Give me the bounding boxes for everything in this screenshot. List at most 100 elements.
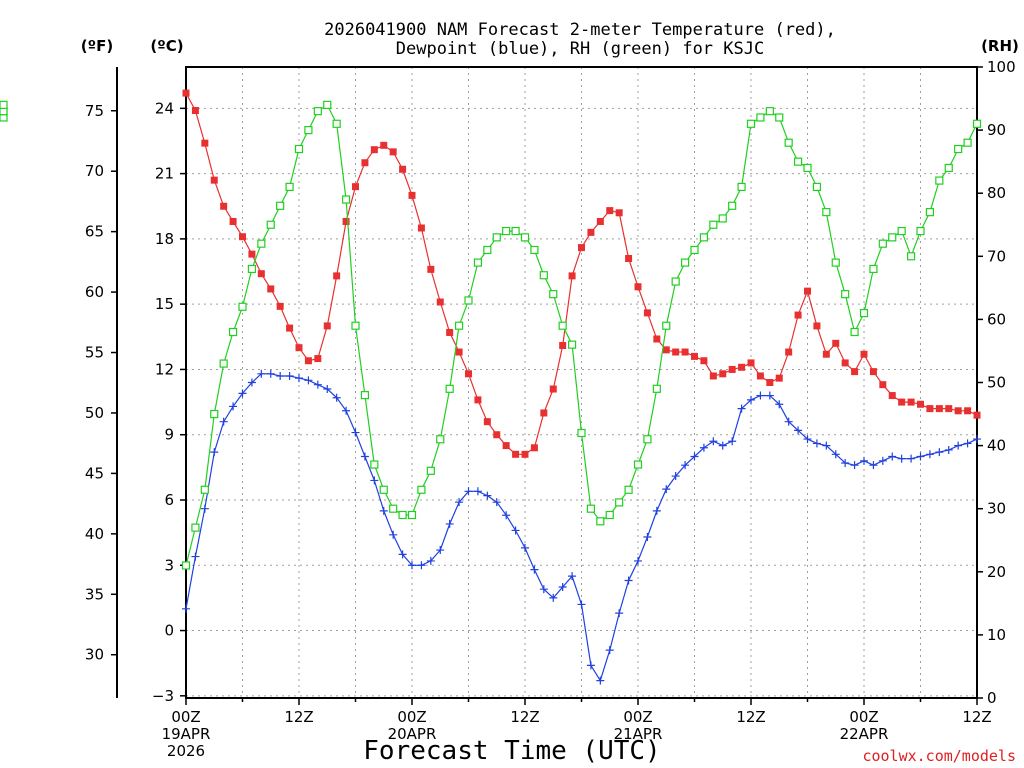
dewpoint-point [370, 476, 379, 485]
temperature-point [276, 302, 284, 310]
temperature-point [662, 346, 670, 354]
rh-point [370, 460, 379, 469]
fahrenheit-tick-label: 75 [85, 102, 104, 120]
temperature-point [625, 254, 633, 262]
temperature-point [691, 352, 698, 360]
dewpoint-point [954, 441, 963, 450]
rh-point [784, 138, 793, 147]
rh-point [200, 485, 209, 494]
rh-tick-label: 30 [987, 500, 1006, 518]
dewpoint-point [426, 556, 435, 565]
dewpoint-point [803, 435, 812, 444]
rh-point [492, 233, 501, 242]
dewpoint-point [822, 441, 831, 450]
dewpoint-point [925, 450, 934, 459]
dewpoint-point [521, 543, 529, 552]
x-tick-label: 12Z [510, 708, 539, 726]
temperature-point [436, 298, 444, 306]
temperature-point [681, 348, 689, 356]
temperature-point [314, 355, 322, 363]
temperature-point [502, 442, 510, 450]
temperature-point [220, 202, 228, 210]
temperature-point [888, 392, 896, 400]
rh-point [935, 176, 944, 185]
dewpoint-point [897, 454, 906, 463]
dewpoint-point [671, 472, 680, 481]
rh-tick-label: 100 [987, 58, 1016, 76]
rh-point [454, 321, 464, 330]
x-tick-label: 19APR [162, 725, 211, 743]
dewpoint-point [652, 506, 661, 515]
temperature-point [182, 89, 190, 97]
rh-point [549, 290, 558, 299]
rh-point [671, 277, 680, 286]
rh-point [511, 226, 520, 236]
dewpoint-point [907, 454, 916, 463]
dewpoint-point [247, 378, 256, 387]
rh-point [473, 258, 483, 267]
dewpoint-point [916, 452, 925, 461]
dewpoint-point [445, 519, 454, 528]
temperature-point [455, 348, 463, 356]
temperature-point [408, 191, 416, 199]
rh-point [643, 435, 652, 444]
x-tick-label: 2026 [167, 742, 205, 760]
temperature-point [945, 405, 953, 413]
temperature-point [832, 339, 840, 347]
rh-point [502, 226, 511, 236]
dewpoint-point [775, 400, 784, 409]
dewpoint-point [586, 661, 595, 670]
rh-point [803, 163, 812, 173]
rh-point [313, 107, 322, 116]
rh-point [445, 384, 454, 393]
rh-point [417, 485, 426, 494]
dewpoint-point [210, 448, 219, 457]
temperature-point [191, 107, 199, 115]
rh-tick-label: 70 [987, 247, 1006, 265]
rh-point [558, 321, 567, 330]
chart-title-line2: Dewpoint (blue), RH (green) for KSJC [396, 39, 764, 59]
temperature-point [229, 217, 237, 225]
rh-tick-label: 10 [987, 626, 1006, 644]
temperature-point [370, 146, 378, 154]
dewpoint-point [794, 426, 803, 435]
dewpoint-point [634, 556, 642, 565]
dewpoint-point [747, 395, 755, 404]
dewpoint-point [313, 380, 322, 389]
temperature-point [399, 165, 407, 173]
chart-series [0, 89, 982, 685]
rh-point [756, 113, 765, 122]
dewpoint-point [502, 511, 511, 520]
rh-point [436, 435, 445, 444]
fahrenheit-tick-label: 35 [85, 585, 104, 603]
temperature-point [304, 357, 312, 365]
rh-unit-label: (RH) [981, 37, 1019, 55]
rh-point [633, 460, 643, 469]
temperature-point [756, 372, 764, 380]
temperature-series [182, 89, 981, 458]
dewpoint-point [728, 437, 737, 446]
temperature-point [879, 381, 887, 389]
rh-tick-label: 20 [987, 563, 1006, 581]
temperature-point [295, 344, 303, 352]
rh-point [765, 107, 774, 116]
temperature-line [185, 92, 978, 455]
temperature-point [530, 444, 538, 452]
fahrenheit-tick-label: 45 [85, 464, 104, 482]
rh-point [577, 428, 586, 438]
temperature-point [333, 272, 341, 280]
rh-point [247, 264, 257, 274]
celsius-tick-label: 0 [164, 622, 174, 640]
rh-point [718, 214, 727, 223]
dewpoint-point [295, 374, 303, 383]
dewpoint-point [765, 391, 774, 400]
dewpoint-point [483, 491, 492, 500]
x-tick-label: 12Z [284, 708, 313, 726]
rh-point [332, 119, 341, 128]
temperature-point [257, 270, 265, 278]
fahrenheit-tick-label: 70 [85, 162, 104, 180]
dewpoint-point [850, 461, 859, 470]
rh-point [954, 144, 963, 154]
celsius-tick-label: 6 [164, 491, 174, 509]
